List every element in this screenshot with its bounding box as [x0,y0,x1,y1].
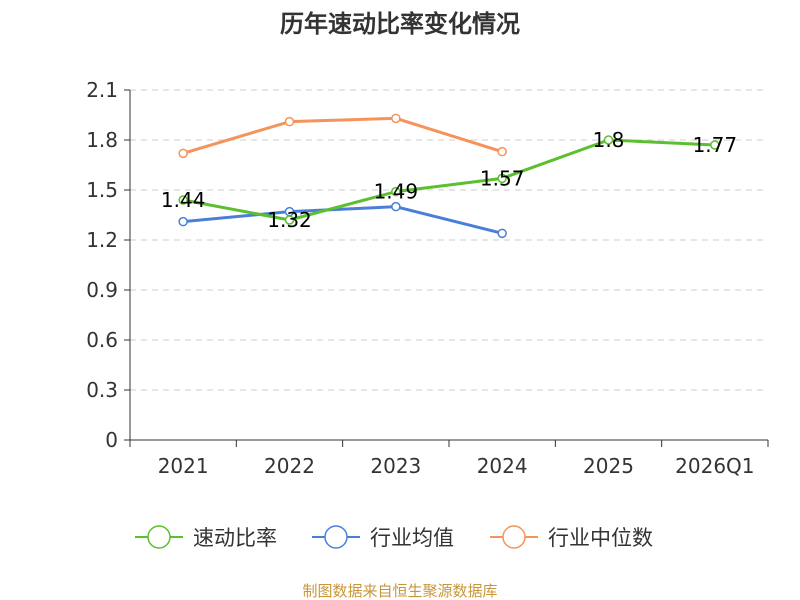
y-tick-label: 0.6 [86,328,118,352]
data-point [391,113,401,124]
legend-label: 行业均值 [370,526,454,550]
y-tick-label: 0.9 [86,278,118,302]
data-point [178,216,188,227]
legend: 速动比率 行业均值 行业中位数 [135,525,653,550]
series-line [182,116,503,155]
series-layer [178,113,720,239]
axes: 0 0.3 0.6 0.9 1.2 1.5 1.8 2.1 2021 2022 2023 2024 20… [86,78,769,478]
y-tick-label: 0 [105,428,118,452]
data-point [603,135,614,145]
data-point [391,186,401,197]
grid-lines [130,89,768,391]
series-1 [178,201,507,239]
x-tick-label: 2022 [264,454,315,478]
legend-marker [324,525,348,549]
data-point [284,215,295,225]
legend-label: 行业中位数 [548,526,653,550]
legend-item-0: 速动比率 [135,525,277,550]
data-label: 1.8 [593,128,625,152]
chart-title: 历年速动比率变化情况 [280,10,520,38]
data-label: 1.57 [480,166,525,190]
x-tick-label: 2021 [158,454,209,478]
series-line [182,138,715,222]
data-point [497,146,507,157]
x-tick-label: 2023 [370,454,421,478]
data-label: 1.32 [267,208,312,232]
x-tick-label: 2026Q1 [675,454,754,478]
data-labels: 1.44 1.32 1.49 1.57 1.8 1.77 [161,128,737,232]
legend-item-1: 行业均值 [312,525,454,550]
y-tick-label: 2.1 [86,78,118,102]
x-tick-label: 2025 [583,454,634,478]
data-label: 1.44 [161,188,206,212]
legend-marker [147,525,171,549]
data-point [178,148,188,159]
legend-marker [502,525,526,549]
data-point [497,173,507,184]
data-point [178,195,188,205]
data-point [710,140,720,150]
data-point [284,116,295,127]
x-tick-label: 2024 [477,454,528,478]
source-note: 制图数据来自恒生聚源数据库 [302,582,497,600]
data-label: 1.49 [374,180,419,204]
series-line [183,205,503,235]
series-0 [178,135,720,225]
data-label: 1.77 [693,133,738,157]
data-point [391,201,401,212]
y-tick-label: 1.8 [86,128,118,152]
y-tick-label: 1.2 [86,228,118,252]
series-2 [178,113,507,159]
data-point [497,228,507,239]
y-tick-label: 1.5 [86,178,118,202]
y-tick-label: 0.3 [86,378,118,402]
legend-label: 速动比率 [193,526,277,550]
legend-item-2: 行业中位数 [490,525,653,550]
